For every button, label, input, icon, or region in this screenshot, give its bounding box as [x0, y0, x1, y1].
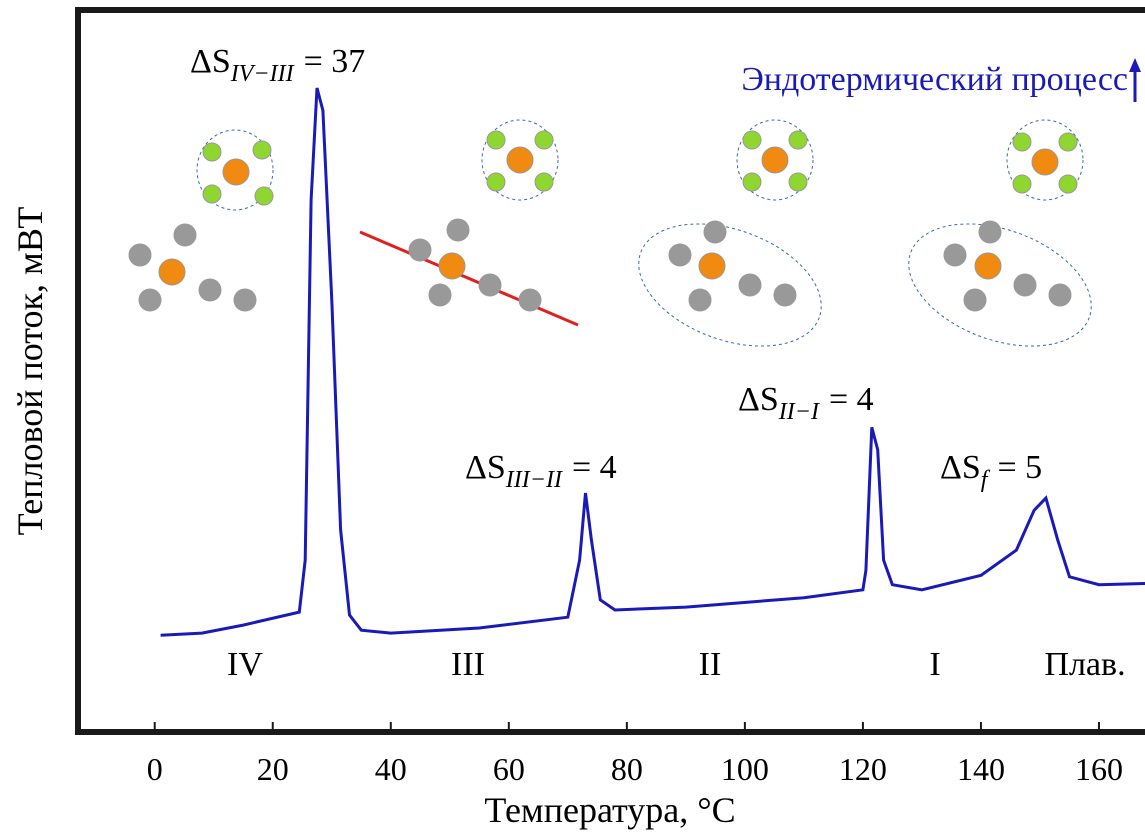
annotation-value: = 37 — [304, 43, 366, 80]
annotation-symbol: ΔS — [738, 381, 779, 418]
x-tick-label: 20 — [257, 751, 289, 787]
phase-label: III — [451, 646, 485, 683]
annotation-symbol: ΔS — [190, 43, 231, 80]
phase-label: Плав. — [1044, 646, 1125, 683]
x-tick-label: 140 — [957, 751, 1005, 787]
peak-annotation: ΔSII−I = 4 — [738, 381, 874, 425]
dsc-curve — [160, 87, 1145, 637]
plot-frame — [75, 7, 1145, 735]
x-tick-label: 100 — [721, 751, 769, 787]
peak-annotation: ΔSIV−III = 37 — [190, 43, 365, 87]
annotation-value: = 4 — [829, 381, 874, 418]
peak-annotation: ΔSIII−II = 4 — [465, 449, 617, 493]
annotation-subscript: II−I — [778, 399, 820, 425]
peak-annotation: ΔSf = 5 — [940, 449, 1042, 493]
x-tick-label: 40 — [375, 751, 407, 787]
endothermic-arrow-head — [1129, 58, 1141, 72]
phase-label: II — [699, 646, 722, 683]
annotation-value: = 5 — [997, 449, 1042, 486]
process-label: Эндотермический процесс — [741, 61, 1128, 98]
x-tick-label: 120 — [839, 751, 887, 787]
x-tick-label: 160 — [1075, 751, 1123, 787]
annotation-subscript: III−II — [505, 467, 563, 493]
annotation-subscript: f — [981, 467, 991, 493]
annotation-symbol: ΔS — [465, 449, 506, 486]
annotation-value: = 4 — [572, 449, 617, 486]
molecule-illustrations — [128, 119, 1092, 347]
y-axis-title: Тепловой поток, мВТ — [10, 207, 50, 536]
phase-label: I — [929, 646, 940, 683]
x-tick-label: 0 — [147, 751, 163, 787]
x-tick-label: 60 — [493, 751, 525, 787]
phase-label: IV — [227, 646, 263, 683]
annotation-subscript: IV−III — [230, 61, 295, 87]
x-axis-title: Температура, °C — [484, 790, 735, 830]
x-tick-label: 80 — [611, 751, 643, 787]
annotation-symbol: ΔS — [940, 449, 981, 486]
